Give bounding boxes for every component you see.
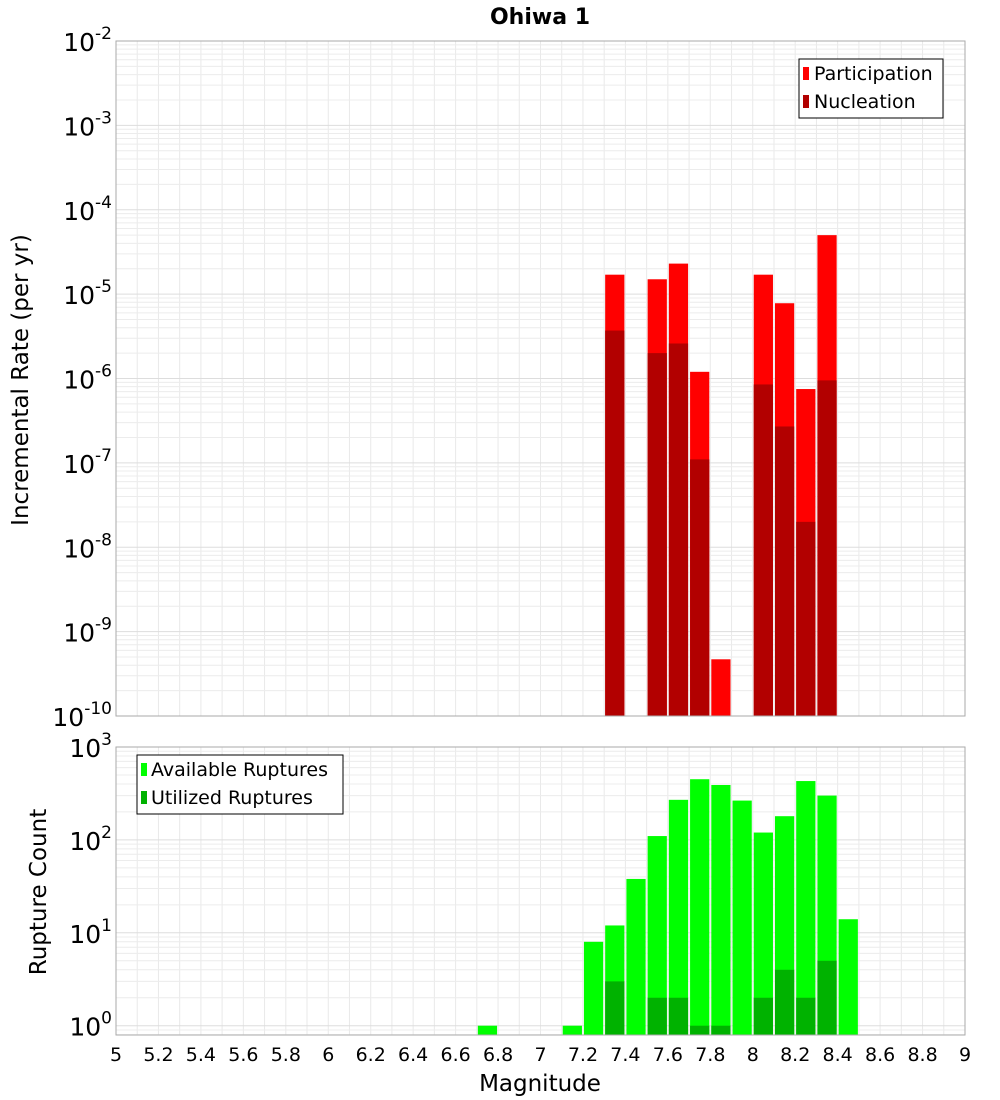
- x-tick-label: 6.2: [356, 1044, 386, 1066]
- available-rupture-bar: [477, 1025, 498, 1035]
- x-tick-label: 5.8: [271, 1044, 301, 1066]
- available-rupture-bar: [647, 836, 667, 1035]
- chart-title: Ohiwa 1: [490, 5, 590, 30]
- utilized-rupture-bar: [690, 1025, 710, 1035]
- count-legend: Available Ruptures Utilized Ruptures: [136, 754, 344, 815]
- rate-grid: [115, 41, 966, 717]
- rate-y-tick-label: 10-5: [63, 277, 112, 310]
- available-rupture-bar: [626, 878, 646, 1035]
- available-rupture-bar: [732, 800, 752, 1035]
- available-legend-swatch: [141, 763, 147, 776]
- available-rupture-bar: [668, 799, 689, 1035]
- available-rupture-bar: [711, 784, 731, 1035]
- count-y-tick-label: 100: [69, 1009, 112, 1042]
- x-tick-label: 7: [534, 1044, 546, 1066]
- x-tick-label: 8: [747, 1044, 759, 1066]
- x-tick-label: 7.2: [568, 1044, 598, 1066]
- utilized-rupture-bar: [753, 997, 773, 1035]
- available-rupture-bar: [838, 919, 858, 1035]
- count-panel: 100 101 102 103 5 5.2 5.4 5.6 5.8 6 6.2 6.4 6.6 6.8 7…: [26, 730, 971, 1097]
- rate-y-tick-labels: 10-10 10-9 10-8 10-7 10-6 10-5 10-4 10-3 10-2: [52, 24, 112, 732]
- nucleation-bars: [605, 330, 837, 716]
- x-tick-label: 7.8: [695, 1044, 725, 1066]
- x-tick-label: 6.6: [440, 1044, 470, 1066]
- x-tick-label: 8.2: [780, 1044, 810, 1066]
- rate-y-tick-label: 10-9: [63, 615, 112, 648]
- x-tick-label: 7.4: [610, 1044, 640, 1066]
- rate-y-tick-label: 10-4: [63, 193, 112, 226]
- nucleation-bar: [668, 343, 689, 716]
- participation-bar: [711, 659, 731, 716]
- x-tick-label: 6.4: [398, 1044, 428, 1066]
- available-rupture-bar: [753, 832, 773, 1035]
- count-y-tick-label: 102: [69, 823, 112, 856]
- rate-y-tick-label: 10-8: [63, 530, 112, 563]
- available-rupture-bar: [796, 781, 816, 1035]
- nucleation-bar: [817, 380, 837, 716]
- nucleation-legend-swatch: [803, 95, 809, 108]
- magnitude-x-tick-labels: 5 5.2 5.4 5.6 5.8 6 6.2 6.4 6.6 6.8 7 7.2 7.4 7.6 7.8 8…: [110, 1044, 971, 1066]
- rate-plot-frame: [115, 40, 966, 717]
- rate-y-tick-label: 10-10: [52, 699, 112, 732]
- x-tick-label: 5: [110, 1044, 122, 1066]
- nucleation-bar: [690, 459, 710, 716]
- available-rupture-bar: [690, 779, 710, 1035]
- magnitude-x-axis-label: Magnitude: [479, 1071, 601, 1097]
- nucleation-legend-label: Nucleation: [814, 91, 916, 113]
- nucleation-bar: [796, 521, 816, 716]
- participation-legend-swatch: [803, 67, 809, 80]
- x-tick-label: 5.4: [186, 1044, 216, 1066]
- x-tick-label: 5.6: [228, 1044, 258, 1066]
- nucleation-bar: [753, 384, 773, 716]
- utilized-rupture-bar: [668, 997, 689, 1035]
- x-tick-label: 7.6: [653, 1044, 683, 1066]
- utilized-rupture-bar: [647, 997, 667, 1035]
- utilized-rupture-bar: [711, 1025, 731, 1035]
- count-y-axis-label: Rupture Count: [26, 809, 52, 975]
- rate-y-tick-label: 10-2: [63, 24, 112, 57]
- nucleation-bar: [647, 353, 667, 716]
- x-tick-label: 6: [322, 1044, 334, 1066]
- x-tick-label: 8.6: [865, 1044, 895, 1066]
- count-y-tick-label: 101: [69, 916, 112, 949]
- count-y-tick-label: 103: [69, 730, 112, 763]
- x-tick-label: 6.8: [483, 1044, 513, 1066]
- utilized-rupture-bar: [817, 960, 837, 1035]
- count-y-tick-labels: 100 101 102 103: [69, 730, 112, 1042]
- utilized-rupture-bar: [796, 997, 816, 1035]
- available-rupture-bar: [562, 1025, 582, 1035]
- utilized-legend-swatch: [141, 791, 147, 804]
- available-legend-label: Available Ruptures: [151, 759, 328, 781]
- participation-legend-label: Participation: [814, 63, 933, 85]
- utilized-rupture-bar: [605, 981, 625, 1035]
- rate-legend-box: [798, 58, 944, 119]
- x-tick-label: 5.2: [143, 1044, 173, 1066]
- utilized-rupture-bar: [774, 969, 795, 1035]
- x-tick-label: 8.8: [907, 1044, 937, 1066]
- nucleation-bar: [774, 426, 795, 716]
- utilized-legend-label: Utilized Ruptures: [151, 787, 313, 809]
- rate-y-tick-label: 10-6: [63, 362, 112, 395]
- rate-y-axis-label: Incremental Rate (per yr): [8, 234, 34, 526]
- nucleation-bar: [605, 330, 625, 716]
- x-tick-label: 8.4: [823, 1044, 853, 1066]
- count-legend-box: [136, 754, 344, 815]
- rate-legend: Participation Nucleation: [798, 58, 944, 119]
- rate-y-tick-label: 10-3: [63, 108, 112, 141]
- count-plot-frame: [115, 746, 966, 1036]
- available-rupture-bar: [583, 941, 604, 1035]
- utilized-rupture-bars: [605, 960, 837, 1035]
- rate-y-tick-label: 10-7: [63, 446, 112, 479]
- x-tick-label: 9: [959, 1044, 971, 1066]
- rate-panel: 10-10 10-9 10-8 10-7 10-6 10-5 10-4 10-3 10-2 In…: [8, 24, 966, 732]
